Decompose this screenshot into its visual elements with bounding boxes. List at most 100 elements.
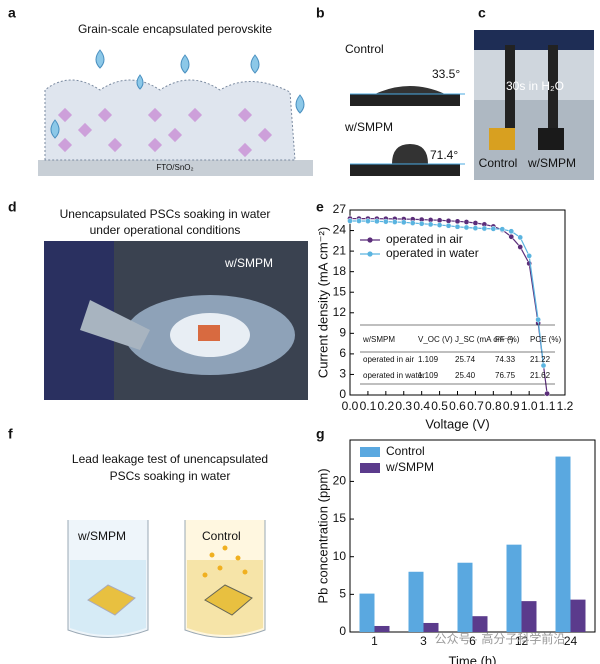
table-cell: 1.109 xyxy=(418,355,439,364)
data-point xyxy=(463,224,470,231)
y-tick-label: 0 xyxy=(339,624,346,638)
sample-label: Control xyxy=(479,156,518,170)
bar xyxy=(408,571,424,632)
illustration xyxy=(38,49,313,176)
photo-tag: w/SMPM xyxy=(224,256,273,270)
bar xyxy=(570,599,586,632)
panel-title: Grain-scale encapsulated perovskite xyxy=(78,22,272,36)
legend-swatch xyxy=(360,463,380,473)
bar xyxy=(521,601,537,632)
y-axis-label: Pb concentration (ppm) xyxy=(315,468,330,603)
y-tick-label: 27 xyxy=(333,202,347,216)
data-point xyxy=(374,218,380,225)
data-point xyxy=(382,218,389,225)
data-point xyxy=(463,219,470,225)
y-tick-label: 15 xyxy=(333,511,347,525)
x-tick-label: 0.3 xyxy=(395,399,412,413)
x-tick-label: 0.4 xyxy=(413,399,430,413)
y-tick-label: 5 xyxy=(339,587,346,601)
photo xyxy=(474,30,594,180)
x-tick-label: 0.8 xyxy=(485,399,502,413)
data-point xyxy=(499,226,506,233)
x-tick-label: 0.5 xyxy=(431,399,448,413)
x-axis-label: Time (h) xyxy=(449,653,497,664)
data-point xyxy=(391,219,398,225)
panel-label: c xyxy=(478,5,486,21)
data-point xyxy=(365,218,371,224)
data-point xyxy=(436,217,443,224)
data-point xyxy=(544,390,550,397)
sample-label: Control xyxy=(202,529,241,543)
table-cell: 21.62 xyxy=(530,371,551,380)
data-point xyxy=(508,228,515,235)
legend-label: operated in water xyxy=(386,246,479,260)
x-tick-label: 0.9 xyxy=(503,399,520,413)
bar xyxy=(555,456,571,632)
x-tick-label: 1 xyxy=(371,634,378,648)
y-tick-label: 20 xyxy=(333,474,347,488)
data-point xyxy=(472,225,479,232)
table-header: V_OC (V) xyxy=(418,335,453,344)
legend-swatch xyxy=(367,251,373,257)
data-point xyxy=(472,220,479,226)
illustration xyxy=(67,520,266,638)
data-point xyxy=(445,217,452,224)
data-point xyxy=(454,218,461,225)
bar xyxy=(506,544,522,632)
data-point xyxy=(535,316,541,323)
x-tick-label: 3 xyxy=(420,634,427,648)
data-point xyxy=(454,223,461,230)
data-point xyxy=(400,219,407,226)
legend-swatch xyxy=(360,447,380,457)
data-point xyxy=(517,234,524,241)
x-tick-label: 1.0 xyxy=(521,399,538,413)
x-tick-label: 12 xyxy=(515,634,529,648)
x-tick-label: 0.1 xyxy=(360,399,377,413)
contact-angle: 33.5° xyxy=(432,67,460,81)
panel-label: a xyxy=(8,5,16,21)
photo-caption: 30s in H₂O xyxy=(506,79,564,93)
data-point xyxy=(418,220,425,227)
data-point xyxy=(508,233,515,240)
table-cell: 1.109 xyxy=(418,371,439,380)
x-tick-label: 1.1 xyxy=(539,399,556,413)
sample-label: w/SMPM xyxy=(77,529,126,543)
table-cell: 25.74 xyxy=(455,355,476,364)
panel-label: d xyxy=(8,199,17,215)
legend-swatch xyxy=(367,237,373,243)
sample-label: Control xyxy=(345,42,384,56)
data-point xyxy=(356,218,362,224)
bar xyxy=(374,625,390,632)
panel-label: e xyxy=(316,199,324,215)
photo xyxy=(44,241,308,400)
data-point xyxy=(427,221,434,228)
table-cell: 74.33 xyxy=(495,355,516,364)
table-cell: 21.22 xyxy=(530,355,551,364)
y-tick-label: 18 xyxy=(333,264,347,278)
y-tick-label: 10 xyxy=(333,549,347,563)
legend-label: w/SMPM xyxy=(385,460,434,474)
sample-label: w/SMPM xyxy=(527,156,576,170)
bar xyxy=(423,622,439,632)
data-point xyxy=(540,362,547,369)
y-tick-label: 3 xyxy=(339,367,346,381)
bar xyxy=(457,562,473,632)
bar xyxy=(359,593,375,632)
y-tick-label: 12 xyxy=(333,305,347,319)
x-axis-label: Voltage (V) xyxy=(425,416,489,431)
panel-label: g xyxy=(316,426,325,442)
table-header: FF (%) xyxy=(495,335,520,344)
table-cell: operated in air xyxy=(363,355,414,364)
table-cell: operated in water xyxy=(363,371,425,380)
y-tick-label: 15 xyxy=(333,284,347,298)
substrate-label: FTO/SnO₂ xyxy=(156,163,193,172)
panel-title: Unencapsulated PSCs soaking in water xyxy=(60,207,271,221)
data-point xyxy=(445,222,452,229)
table-header: J_SC (mA cm⁻²) xyxy=(455,335,514,344)
panel-title: PSCs soaking in water xyxy=(110,469,231,483)
y-tick-label: 9 xyxy=(339,326,346,340)
x-tick-label: 0.7 xyxy=(467,399,484,413)
x-tick-label: 0.0 xyxy=(342,399,359,413)
